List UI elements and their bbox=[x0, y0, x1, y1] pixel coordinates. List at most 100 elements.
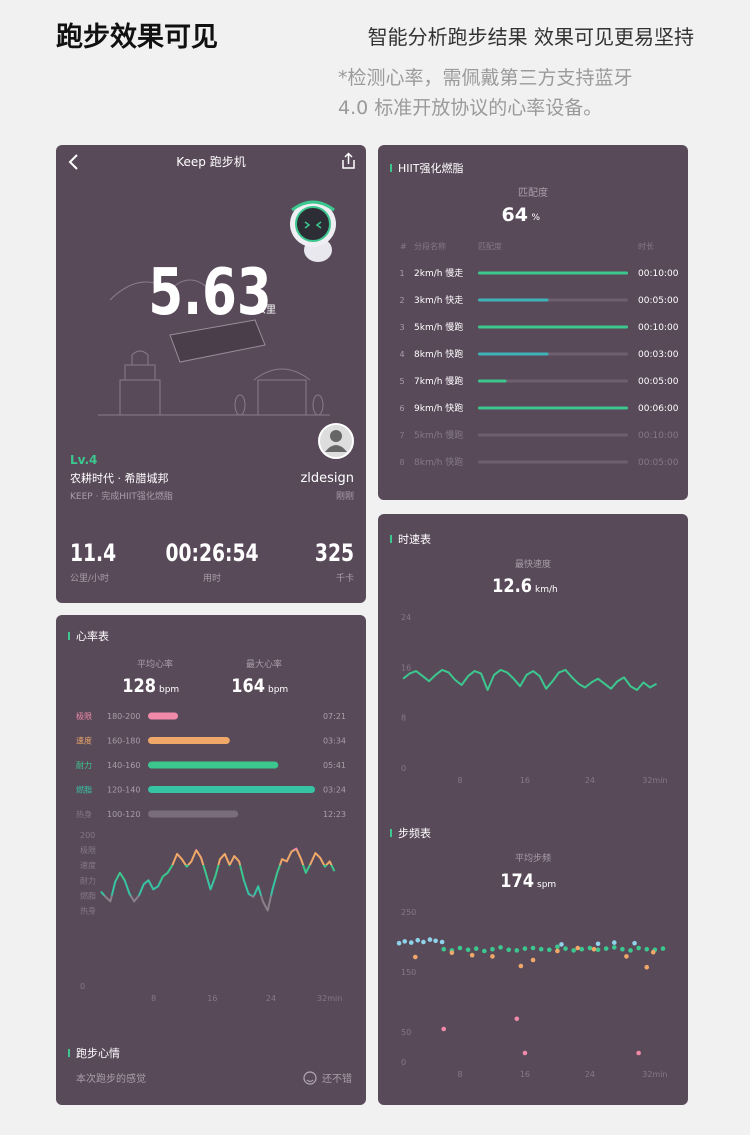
stat-unit: km/h bbox=[535, 585, 558, 595]
speed-cadence-card bbox=[378, 514, 688, 1105]
cadence-point bbox=[433, 938, 438, 944]
stat-unit: spm bbox=[537, 880, 556, 890]
y-tick-label: 极限 bbox=[80, 845, 96, 855]
cadence-point bbox=[441, 1026, 447, 1032]
cadence-point bbox=[611, 940, 617, 945]
level: Lv.4 bbox=[70, 453, 97, 467]
column-header: 时长 bbox=[638, 241, 654, 251]
row-duration: 00:03:00 bbox=[638, 350, 679, 360]
match-track bbox=[478, 379, 628, 383]
zone-name: 燃脂 bbox=[76, 785, 92, 795]
cadence-point bbox=[408, 940, 414, 945]
row-duration: 00:06:00 bbox=[638, 404, 679, 414]
cadence-point bbox=[457, 945, 463, 951]
y-tick-label: 0 bbox=[80, 982, 85, 991]
y-tick-label: 250 bbox=[401, 908, 416, 917]
stat-value: 174 bbox=[500, 871, 534, 893]
x-tick-label: 8 bbox=[151, 994, 156, 1003]
cadence-point bbox=[439, 939, 445, 945]
match-bar bbox=[478, 271, 628, 275]
cadence-point bbox=[587, 945, 593, 951]
cadence-point bbox=[514, 948, 520, 953]
cadence-point bbox=[396, 940, 402, 946]
section-marker bbox=[390, 829, 392, 837]
zone-range: 140-160 bbox=[107, 761, 140, 770]
hiit-card bbox=[378, 145, 688, 500]
y-tick-label: 速度 bbox=[80, 860, 96, 870]
x-tick-label: 24 bbox=[585, 776, 595, 785]
mascot bbox=[290, 200, 336, 262]
section-marker bbox=[68, 1049, 70, 1057]
cadence-point bbox=[415, 937, 421, 943]
cadence-point bbox=[449, 950, 455, 956]
cadence-point bbox=[571, 948, 576, 953]
stat-unit: bpm bbox=[159, 685, 179, 695]
stat-value: 128 bbox=[122, 676, 156, 698]
stat-label: 用时 bbox=[203, 572, 221, 584]
row-index: 6 bbox=[399, 404, 404, 413]
row-name: 7km/h 慢跑 bbox=[414, 375, 463, 387]
cadence-point bbox=[518, 963, 524, 969]
section-marker bbox=[390, 164, 392, 172]
zone-bar bbox=[148, 761, 279, 769]
row-name: 8km/h 快跑 bbox=[414, 456, 463, 468]
cadence-point bbox=[490, 946, 495, 952]
row-name: 2km/h 慢走 bbox=[414, 267, 463, 279]
cadence-point bbox=[402, 939, 408, 944]
cadence-point bbox=[530, 945, 536, 951]
y-tick-label: 200 bbox=[80, 831, 95, 840]
back-icon[interactable] bbox=[68, 154, 78, 170]
row-index: 3 bbox=[399, 323, 404, 332]
zone-range: 100-120 bbox=[107, 810, 140, 819]
cadence-point bbox=[575, 945, 581, 951]
share-icon[interactable] bbox=[342, 152, 355, 169]
cadence-point bbox=[427, 937, 433, 942]
cadence-point bbox=[636, 1050, 641, 1056]
avatar bbox=[318, 423, 354, 459]
x-tick-label: 32min bbox=[642, 1070, 667, 1079]
row-name: 5km/h 慢跑 bbox=[414, 321, 463, 333]
section-title: 跑步心情 bbox=[76, 1046, 120, 1060]
zone-bar bbox=[148, 712, 179, 720]
row-duration: 00:05:00 bbox=[638, 296, 679, 306]
x-tick-label: 24 bbox=[266, 994, 276, 1003]
section-title: 心率表 bbox=[76, 629, 109, 643]
zone-range: 180-200 bbox=[107, 712, 140, 721]
cadence-point bbox=[547, 947, 552, 953]
zone-time: 12:23 bbox=[323, 810, 346, 819]
cadence-point bbox=[490, 954, 495, 959]
cadence-point bbox=[469, 952, 475, 958]
cadence-point bbox=[441, 946, 447, 952]
cadence-point bbox=[522, 1050, 528, 1056]
cadence-point bbox=[559, 942, 564, 947]
cadence-point bbox=[421, 939, 426, 945]
stat-value: 11.4 bbox=[70, 540, 116, 568]
cadence-point bbox=[465, 947, 471, 953]
row-name: 5km/h 慢跑 bbox=[414, 429, 463, 441]
zone-time: 03:24 bbox=[323, 786, 346, 795]
row-duration: 00:05:00 bbox=[638, 458, 679, 468]
cadence-point bbox=[611, 945, 617, 950]
cadence-point bbox=[530, 957, 536, 963]
cadence-point bbox=[624, 954, 629, 959]
summary-card bbox=[56, 145, 366, 603]
row-index: 5 bbox=[399, 377, 404, 386]
zone-time: 03:34 bbox=[323, 737, 346, 746]
cadence-point bbox=[595, 941, 601, 947]
note-line: *检测心率，需佩戴第三方支持蓝牙 bbox=[338, 67, 633, 89]
cadence-point bbox=[603, 946, 609, 951]
zone-bar bbox=[148, 737, 230, 744]
cadence-point bbox=[538, 946, 544, 952]
row-duration: 00:10:00 bbox=[638, 269, 679, 279]
cadence-point bbox=[498, 945, 503, 950]
zone-range: 160-180 bbox=[107, 737, 140, 746]
zone-time: 07:21 bbox=[323, 712, 346, 721]
cadence-point bbox=[620, 946, 625, 952]
treadmill-illustration bbox=[98, 279, 330, 416]
mood-prompt: 本次跑步的感觉 bbox=[76, 1072, 146, 1085]
x-tick-label: 16 bbox=[207, 994, 217, 1003]
cadence-point bbox=[473, 946, 479, 951]
cadence-point bbox=[644, 946, 650, 952]
stat-value: 325 bbox=[315, 540, 354, 568]
